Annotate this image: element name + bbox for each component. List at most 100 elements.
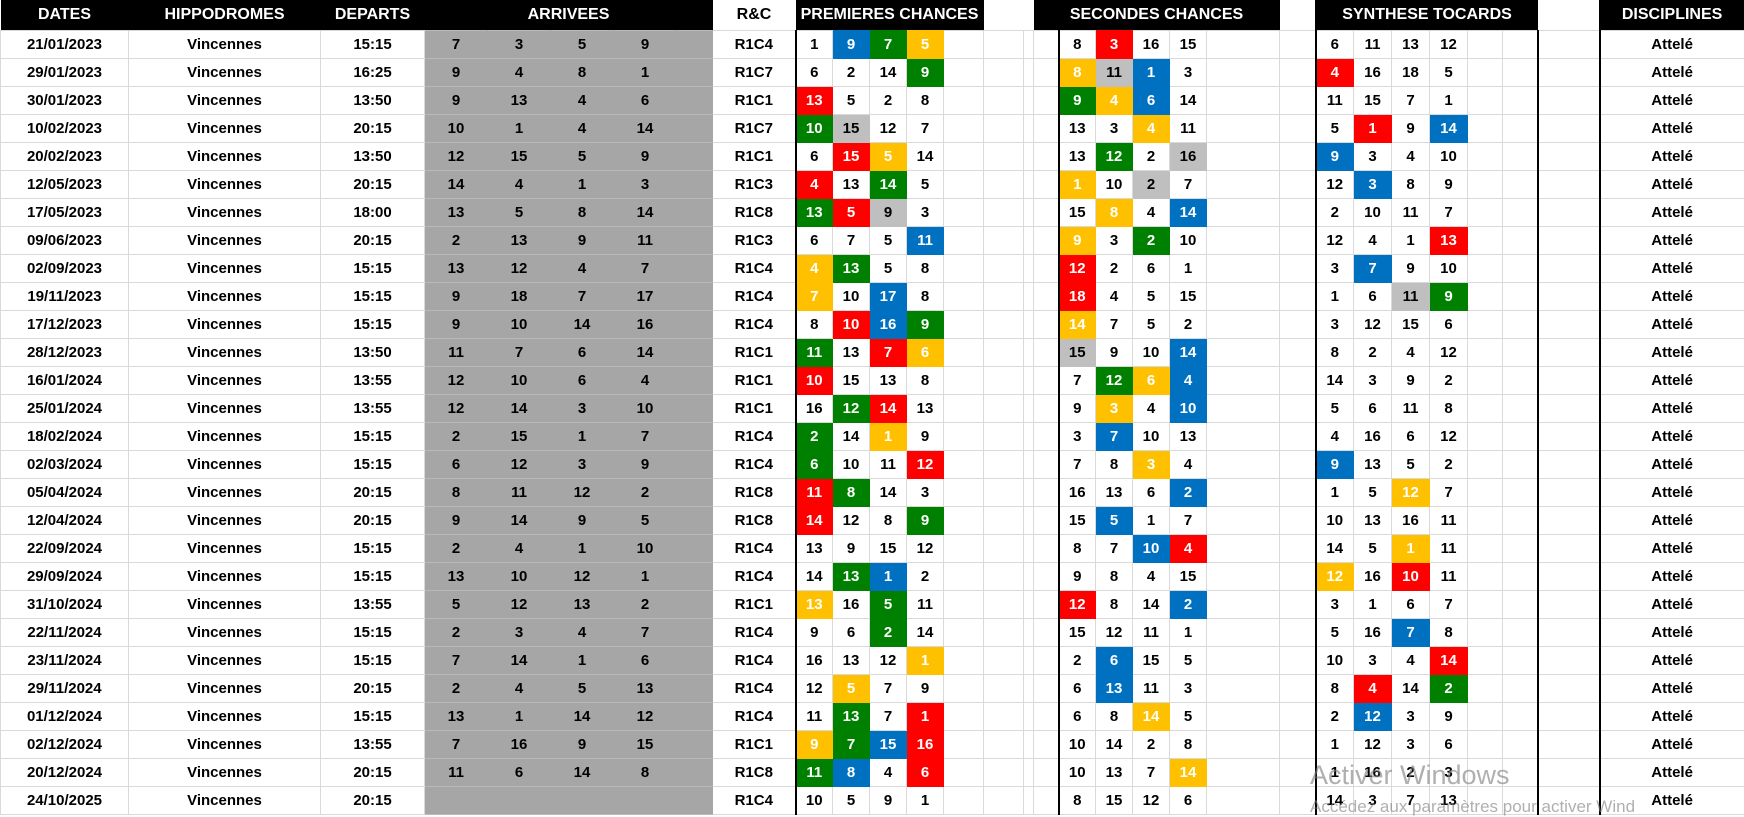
cell-synthese-tocard[interactable]: 1 (1316, 730, 1354, 758)
cell-discipline[interactable]: Attelé (1600, 170, 1744, 198)
cell-date[interactable]: 29/09/2024 (1, 562, 129, 590)
cell-seconde-chance[interactable]: 1 (1170, 254, 1207, 282)
cell-synthese-tocard[interactable]: 12 (1430, 422, 1468, 450)
cell-seconde-chance[interactable]: 9 (1096, 338, 1133, 366)
cell-premiere-chance[interactable]: 14 (833, 422, 870, 450)
cell-seconde-chance[interactable]: 2 (1133, 170, 1170, 198)
cell-depart[interactable]: 15:15 (321, 534, 425, 562)
cell-rc[interactable]: R1C7 (713, 58, 796, 86)
cell-synthese-tocard[interactable]: 7 (1354, 254, 1392, 282)
cell-discipline[interactable]: Attelé (1600, 114, 1744, 142)
cell-arrivee[interactable]: 4 (488, 58, 551, 86)
cell-premiere-chance[interactable]: 13 (833, 562, 870, 590)
cell-seconde-chance[interactable]: 7 (1059, 366, 1096, 394)
cell-premiere-chance[interactable]: 13 (833, 254, 870, 282)
cell-hippodrome[interactable]: Vincennes (129, 758, 321, 786)
cell-synthese-tocard[interactable]: 5 (1316, 394, 1354, 422)
cell-depart[interactable]: 15:15 (321, 562, 425, 590)
cell-depart[interactable]: 20:15 (321, 786, 425, 814)
cell-synthese-tocard[interactable]: 3 (1430, 758, 1468, 786)
cell-arrivee[interactable]: 13 (551, 590, 614, 618)
cell-hippodrome[interactable]: Vincennes (129, 618, 321, 646)
cell-date[interactable]: 29/11/2024 (1, 674, 129, 702)
cell-rc[interactable]: R1C4 (713, 646, 796, 674)
cell-seconde-chance[interactable]: 8 (1096, 702, 1133, 730)
cell-synthese-tocard[interactable]: 12 (1316, 562, 1354, 590)
cell-discipline[interactable]: Attelé (1600, 142, 1744, 170)
cell-synthese-tocard[interactable]: 3 (1354, 366, 1392, 394)
cell-synthese-tocard[interactable]: 6 (1354, 394, 1392, 422)
cell-discipline[interactable]: Attelé (1600, 394, 1744, 422)
cell-seconde-chance[interactable]: 10 (1133, 534, 1170, 562)
cell-arrivee[interactable]: 3 (488, 618, 551, 646)
cell-seconde-chance[interactable]: 7 (1096, 422, 1133, 450)
cell-synthese-tocard[interactable]: 10 (1316, 506, 1354, 534)
cell-hippodrome[interactable]: Vincennes (129, 534, 321, 562)
cell-seconde-chance[interactable]: 7 (1133, 758, 1170, 786)
cell-rc[interactable]: R1C4 (713, 534, 796, 562)
cell-premiere-chance[interactable]: 11 (907, 590, 944, 618)
cell-depart[interactable]: 20:15 (321, 506, 425, 534)
cell-synthese-tocard[interactable]: 14 (1316, 786, 1354, 814)
cell-synthese-tocard[interactable]: 1 (1316, 282, 1354, 310)
cell-premiere-chance[interactable]: 3 (907, 198, 944, 226)
cell-synthese-tocard[interactable]: 12 (1354, 310, 1392, 338)
cell-synthese-tocard[interactable]: 4 (1354, 674, 1392, 702)
cell-synthese-tocard[interactable]: 15 (1392, 310, 1430, 338)
cell-seconde-chance[interactable]: 10 (1170, 226, 1207, 254)
cell-synthese-tocard[interactable]: 4 (1392, 142, 1430, 170)
cell-synthese-tocard[interactable]: 12 (1430, 338, 1468, 366)
cell-seconde-chance[interactable]: 4 (1170, 534, 1207, 562)
cell-premiere-chance[interactable]: 9 (907, 674, 944, 702)
cell-rc[interactable]: R1C8 (713, 758, 796, 786)
cell-seconde-chance[interactable]: 8 (1096, 450, 1133, 478)
cell-arrivee[interactable]: 12 (614, 702, 677, 730)
cell-synthese-tocard[interactable]: 3 (1392, 730, 1430, 758)
cell-premiere-chance[interactable]: 7 (870, 674, 907, 702)
cell-arrivee[interactable]: 13 (425, 702, 488, 730)
cell-arrivee[interactable]: 14 (614, 198, 677, 226)
cell-seconde-chance[interactable]: 2 (1059, 646, 1096, 674)
cell-synthese-tocard[interactable]: 2 (1430, 674, 1468, 702)
cell-arrivee[interactable]: 11 (614, 226, 677, 254)
cell-rc[interactable]: R1C4 (713, 674, 796, 702)
cell-discipline[interactable]: Attelé (1600, 478, 1744, 506)
cell-premiere-chance[interactable]: 11 (796, 758, 833, 786)
cell-hippodrome[interactable]: Vincennes (129, 338, 321, 366)
cell-arrivee[interactable]: 8 (551, 58, 614, 86)
cell-date[interactable]: 25/01/2024 (1, 394, 129, 422)
cell-date[interactable]: 10/02/2023 (1, 114, 129, 142)
cell-seconde-chance[interactable]: 6 (1059, 702, 1096, 730)
cell-arrivee[interactable]: 2 (425, 226, 488, 254)
cell-arrivee[interactable]: 9 (425, 282, 488, 310)
cell-seconde-chance[interactable]: 3 (1170, 58, 1207, 86)
cell-seconde-chance[interactable]: 2 (1133, 226, 1170, 254)
cell-arrivee[interactable]: 17 (614, 282, 677, 310)
cell-synthese-tocard[interactable]: 3 (1316, 254, 1354, 282)
cell-discipline[interactable]: Attelé (1600, 758, 1744, 786)
cell-seconde-chance[interactable]: 4 (1133, 562, 1170, 590)
cell-seconde-chance[interactable]: 14 (1170, 86, 1207, 114)
cell-synthese-tocard[interactable]: 1 (1316, 478, 1354, 506)
cell-hippodrome[interactable]: Vincennes (129, 366, 321, 394)
cell-depart[interactable]: 15:15 (321, 618, 425, 646)
cell-seconde-chance[interactable]: 8 (1059, 30, 1096, 58)
cell-arrivee[interactable]: 1 (614, 562, 677, 590)
cell-synthese-tocard[interactable]: 1 (1392, 534, 1430, 562)
cell-rc[interactable]: R1C4 (713, 282, 796, 310)
cell-seconde-chance[interactable]: 13 (1170, 422, 1207, 450)
cell-synthese-tocard[interactable]: 2 (1316, 702, 1354, 730)
cell-seconde-chance[interactable]: 6 (1133, 478, 1170, 506)
cell-seconde-chance[interactable]: 14 (1133, 590, 1170, 618)
cell-synthese-tocard[interactable]: 18 (1392, 58, 1430, 86)
cell-premiere-chance[interactable]: 10 (796, 114, 833, 142)
cell-arrivee[interactable]: 14 (488, 506, 551, 534)
cell-seconde-chance[interactable]: 3 (1096, 30, 1133, 58)
cell-seconde-chance[interactable]: 4 (1133, 394, 1170, 422)
cell-rc[interactable]: R1C1 (713, 394, 796, 422)
cell-synthese-tocard[interactable]: 10 (1316, 646, 1354, 674)
cell-seconde-chance[interactable]: 15 (1096, 786, 1133, 814)
cell-premiere-chance[interactable]: 15 (833, 142, 870, 170)
cell-premiere-chance[interactable]: 12 (796, 674, 833, 702)
cell-depart[interactable]: 18:00 (321, 198, 425, 226)
